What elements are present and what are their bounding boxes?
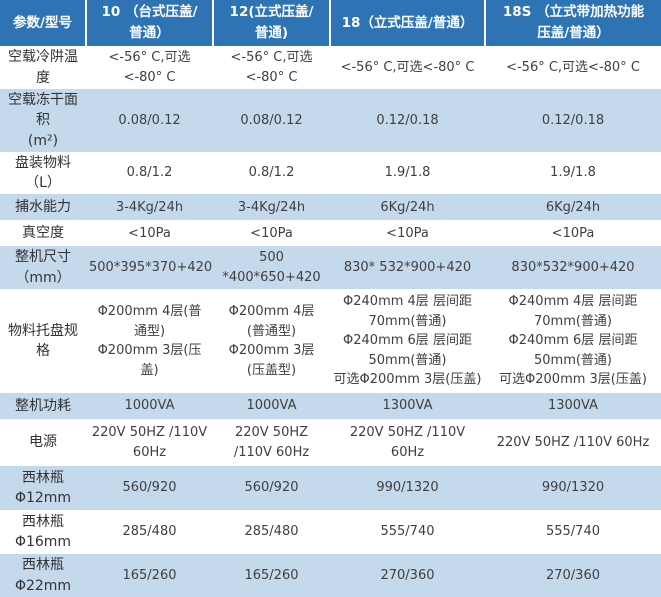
table-cell: 1300VA	[382, 398, 433, 414]
row-label-power-consumption: 整机功耗	[15, 397, 71, 414]
header-cell-model-12: 12(立式压盖/ 普通)	[213, 0, 331, 46]
table-cell: Φ200mm 4层 (普通型) Φ200mm 3层 (压盖型)	[228, 304, 315, 378]
row-label-power-supply: 电源	[29, 434, 57, 451]
table-cell: 555/740	[545, 524, 600, 540]
table-cell: 220V 50HZ /110V 60Hz	[496, 434, 650, 450]
row-machine-size: 整机尺寸 （mm） 500*395*370+420 500 *400*650+4…	[0, 246, 661, 290]
row-freeze-dry-area: 空载冻干面积 (m²) 0.08/0.12 0.08/0.12 0.12/0.1…	[0, 89, 661, 152]
row-tray-material: 盘装物料 （L） 0.8/1.2 0.8/1.2 1.9/1.8 1.9/1.8	[0, 152, 661, 195]
header-row: 参数/型号 10 （台式压盖/ 普通） 12(立式压盖/ 普通) 18（立式压盖…	[0, 0, 661, 46]
table-cell: <10Pa	[250, 225, 293, 241]
table-cell: 285/480	[244, 524, 299, 540]
table-cell: 0.08/0.12	[240, 112, 303, 128]
table-cell: <-56° C,可选 <-80° C	[108, 50, 191, 85]
table-cell: 1.9/1.8	[550, 165, 596, 181]
table-cell: 1000VA	[124, 398, 175, 414]
table-cell: <10Pa	[386, 225, 429, 241]
table-cell: 830* 532*900+420	[343, 260, 472, 276]
row-vial-12mm: 西林瓶 Φ12mm 560/920 560/920 990/1320 990/1…	[0, 466, 661, 511]
table-cell: Φ240mm 4层 层间距 70mm(普通) Φ240mm 6层 层间距 50m…	[333, 294, 482, 388]
table-cell: 6Kg/24h	[545, 199, 601, 215]
row-water-capture: 捕水能力 3-4Kg/24h 3-4Kg/24h 6Kg/24h 6Kg/24h	[0, 194, 661, 221]
row-vacuum-degree: 真空度 <10Pa <10Pa <10Pa <10Pa	[0, 220, 661, 246]
table-cell: 1.9/1.8	[384, 165, 431, 181]
header-cell-model-10: 10 （台式压盖/ 普通）	[86, 0, 214, 46]
table-cell: 990/1320	[541, 480, 605, 496]
header-cell-model-18: 18（立式压盖/普通）	[330, 0, 486, 46]
table-cell: 0.12/0.18	[541, 112, 605, 128]
table-cell: 165/260	[122, 567, 177, 583]
row-label-freeze-dry-area: 空载冻干面积 (m²)	[8, 92, 78, 149]
row-label-tray-spec: 物料托盘规格	[8, 322, 78, 360]
table-cell: 6Kg/24h	[380, 199, 435, 215]
row-label-vial-16mm: 西林瓶 Φ16mm	[14, 513, 72, 551]
header-cell-param-model: 参数/型号	[0, 0, 87, 46]
table-cell: 830*532*900+420	[511, 260, 635, 276]
row-power-consumption: 整机功耗 1000VA 1000VA 1300VA 1300VA	[0, 393, 661, 420]
table-cell: <-56° C,可选 <-80° C	[230, 50, 313, 85]
header-cell-model-18s: 18S （立式带加热功能 压盖/普通）	[485, 0, 661, 46]
table-cell: <-56° C,可选<-80° C	[340, 59, 475, 75]
table-cell: 3-4Kg/24h	[115, 199, 184, 215]
row-vial-22mm: 西林瓶 Φ22mm 165/260 165/260 270/360 270/36…	[0, 554, 661, 597]
table-cell: 560/920	[244, 480, 299, 496]
row-vial-16mm: 西林瓶 Φ16mm 285/480 285/480 555/740 555/74…	[0, 510, 661, 554]
table-cell: 3-4Kg/24h	[237, 199, 306, 215]
row-label-vacuum-degree: 真空度	[22, 225, 64, 242]
table-cell: 0.8/1.2	[126, 165, 173, 181]
table-cell: 220V 50HZ /110V 60Hz	[349, 425, 466, 460]
table-cell: 165/260	[244, 567, 299, 583]
table-cell: 220V 50HZ /110V 60Hz	[91, 425, 208, 460]
row-label-tray-material: 盘装物料 （L）	[15, 154, 71, 192]
table-cell: 270/360	[380, 567, 435, 583]
row-label-cold-trap-temperature: 空载冷阱温度	[8, 49, 78, 86]
table-cell: <10Pa	[128, 225, 171, 241]
row-label-machine-size: 整机尺寸 （mm）	[15, 249, 71, 286]
row-label-water-capture: 捕水能力	[15, 199, 71, 216]
table-cell: 220V 50HZ /110V 60Hz	[233, 425, 310, 460]
table-cell: 1000VA	[246, 398, 297, 414]
table-cell: 500*395*370+420	[89, 260, 213, 276]
table-cell: 560/920	[122, 480, 177, 496]
table-cell: 555/740	[380, 524, 435, 540]
table-cell: 1300VA	[547, 398, 599, 414]
table-cell: <-56° C,可选<-80° C	[506, 59, 640, 75]
row-label-vial-12mm: 西林瓶 Φ12mm	[14, 469, 72, 507]
row-label-vial-22mm: 西林瓶 Φ22mm	[14, 557, 72, 594]
table-cell: 270/360	[545, 567, 600, 583]
table-cell: 0.08/0.12	[118, 112, 181, 128]
table-cell: 0.12/0.18	[376, 112, 439, 128]
table-cell: Φ240mm 4层 层间距 70mm(普通) Φ240mm 6层 层间距 50m…	[499, 294, 647, 388]
table-cell: Φ200mm 4层(普 通型) Φ200mm 3层(压 盖)	[97, 304, 202, 378]
table-cell: 0.8/1.2	[248, 165, 295, 181]
row-tray-spec: 物料托盘规格 Φ200mm 4层(普 通型) Φ200mm 3层(压 盖) Φ2…	[0, 289, 661, 393]
table-cell: <10Pa	[551, 225, 595, 241]
table-cell: 500 *400*650+420	[222, 250, 321, 285]
table-cell: 990/1320	[376, 480, 439, 496]
row-cold-trap-temperature: 空载冷阱温度 <-56° C,可选 <-80° C <-56° C,可选 <-8…	[0, 46, 661, 89]
table-cell: 285/480	[122, 524, 177, 540]
row-power-supply: 电源 220V 50HZ /110V 60Hz 220V 50HZ /110V …	[0, 419, 661, 466]
